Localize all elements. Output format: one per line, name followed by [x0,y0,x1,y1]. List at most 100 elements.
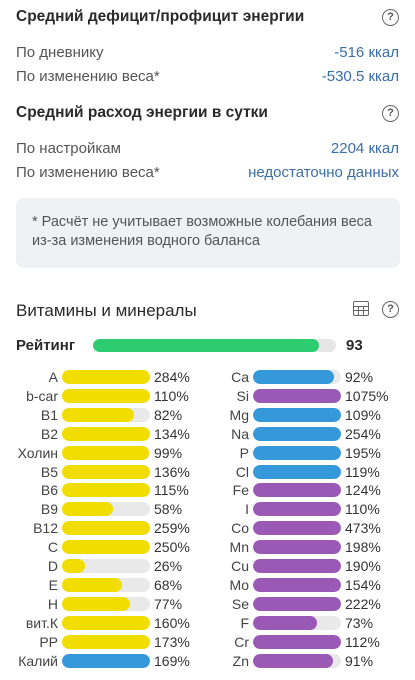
nutrient-bar [62,483,150,498]
nutrient-bar [62,502,150,517]
nutrient-bar-fill [62,634,150,649]
nutrient-name: b-car [26,387,58,404]
table-grid-icon[interactable] [353,301,369,316]
nutrient-bar-fill [62,370,150,384]
nutrient-name: Cu [231,558,249,574]
nutrient-name: Na [231,425,249,442]
nutrient-row: b-car 110% [0,387,415,405]
nutrient-name: Холин [17,444,58,461]
nutrient-percent: 169% [154,652,190,669]
rating-bar-fill [93,339,319,352]
nutrient-row: Mn 198% [0,538,415,556]
nutrient-percent: 92% [345,369,374,385]
nutrient-percent: 190% [345,558,381,574]
nutrient-row: Cu 190% [0,557,415,575]
nutrient-bar-fill [253,445,341,460]
nutrient-bar [62,426,150,441]
nutrient-row: Fe 124% [0,481,415,499]
nutrient-row: Zn 91% [0,652,415,670]
nutrient-bar [62,559,150,573]
nutrient-bar-fill [253,615,318,630]
nutrient-bar-fill [62,445,150,460]
nutrient-percent: 68% [154,576,183,593]
nutrient-bar-fill [62,577,122,592]
nutrient-percent: 259% [154,520,190,537]
nutrient-percent: 284% [154,369,190,385]
nutrient-percent: 473% [345,520,381,537]
rating-value: 93 [346,337,363,354]
nutrient-row: вит.К 160% [0,614,415,632]
nutrient-row: B5 136% [0,463,415,481]
help-circle-icon[interactable]: ? [382,9,399,26]
nutrient-bar [253,540,341,555]
nutrient-name: Co [231,520,249,537]
nutrient-bar [62,388,150,403]
nutrient-bar [253,483,341,498]
expense-weight-label: По изменению веса* [16,164,160,181]
nutrient-name: D [47,558,58,574]
rating-label: Рейтинг [16,337,76,354]
nutrient-bar [62,615,150,630]
expense-weight-value: недостаточно данных [248,164,399,181]
nutrient-bar-fill [62,540,150,555]
nutrient-bar [253,559,341,573]
nutrient-row: H 77% [0,595,415,613]
nutrient-bar [62,464,150,479]
nutrient-row: B1 82% [0,406,415,424]
nutrient-bar-fill [62,596,130,611]
nutrient-percent: 26% [154,558,183,574]
nutrient-name: Fe [232,482,249,499]
expense-settings-value: 2204 ккал [330,140,399,157]
nutrient-percent: 58% [154,501,183,518]
nutrient-name: F [240,614,249,631]
nutrient-bar-fill [62,426,150,441]
nutrient-row: B12 259% [0,519,415,537]
help-circle-icon[interactable]: ? [382,301,399,318]
nutrient-bar [253,426,341,441]
nutrient-percent: 154% [345,576,381,593]
nutrient-bar [253,521,341,536]
nutrient-bar-fill [62,559,85,573]
nutrient-bar [62,407,150,422]
nutrient-name: Cr [234,633,249,650]
help-circle-icon[interactable]: ? [382,105,399,122]
nutrient-row: Cr 112% [0,633,415,651]
nutrient-bar [62,596,150,611]
water-balance-note: * Расчёт не учитывает возможные колебани… [16,198,400,268]
nutrient-row: B6 115% [0,481,415,499]
expense-settings-label: По настройкам [16,140,121,157]
nutrient-name: B5 [40,463,58,480]
nutrient-percent: 254% [345,425,381,442]
nutrient-bar-fill [62,502,114,517]
nutrient-percent: 99% [154,444,183,461]
nutrient-name: Mo [229,576,249,593]
deficit-weight-value: -530.5 ккал [321,68,399,85]
nutrient-percent: 173% [154,633,190,650]
nutrient-bar [62,634,150,649]
nutrient-bar-fill [62,388,150,403]
nutrient-row: C 250% [0,538,415,556]
nutrient-percent: 195% [345,444,381,461]
nutrient-bar-fill [253,577,341,592]
nutrient-bar-fill [253,388,341,403]
nutrient-percent: 77% [154,595,183,612]
nutrient-row: PP 173% [0,633,415,651]
nutrient-name: P [239,444,249,461]
nutrient-bar [253,615,341,630]
nutrient-percent: 160% [154,614,190,631]
nutrient-bar-fill [253,596,341,611]
nutrient-bar [62,370,150,384]
nutrient-percent: 112% [345,633,380,650]
nutrient-percent: 110% [154,387,189,404]
rating-bar [93,339,336,352]
nutrient-name: PP [39,633,58,650]
nutrient-name: B9 [40,501,58,518]
deficit-title: Средний дефицит/профицит энергии [16,8,305,25]
nutrient-name: B6 [40,482,58,499]
nutrient-row: Co 473% [0,519,415,537]
nutrient-bar-fill [62,464,150,479]
nutrient-percent: 136% [154,463,190,480]
nutrient-name: Cl [235,463,249,480]
nutrient-row: Холин 99% [0,444,415,462]
nutrient-bar [62,521,150,536]
